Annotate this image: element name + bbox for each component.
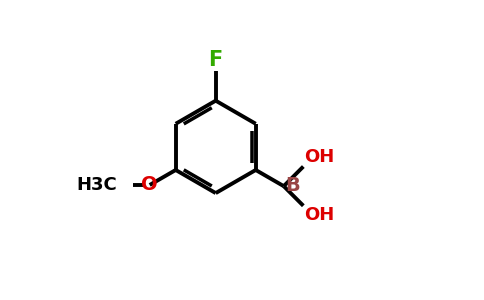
Text: OH: OH — [304, 148, 334, 166]
Text: O: O — [141, 176, 158, 194]
Text: F: F — [209, 50, 223, 70]
Text: B: B — [286, 176, 301, 195]
Text: H3C: H3C — [76, 176, 117, 194]
Text: OH: OH — [304, 206, 334, 224]
